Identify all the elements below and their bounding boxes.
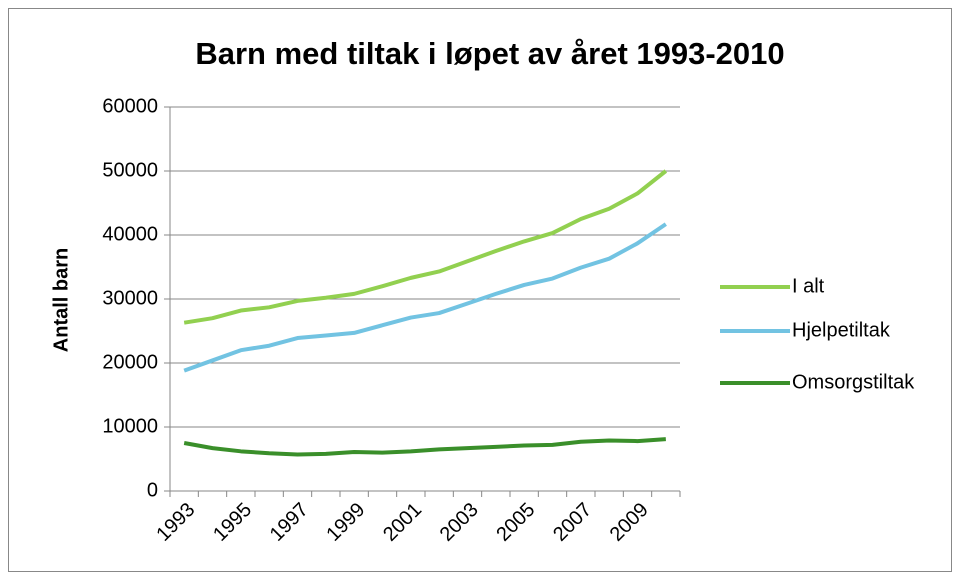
y-tick-label: 50000 (102, 159, 158, 181)
y-tick-label: 40000 (102, 223, 158, 245)
series-line (183, 222, 667, 373)
y-tick-label: 10000 (102, 415, 158, 437)
series-line (183, 169, 668, 325)
y-tick-label: 60000 (102, 95, 158, 117)
y-axis-label: Antall barn (50, 248, 72, 352)
legend-label: Omsorgstiltak (792, 371, 915, 393)
y-tick-label: 20000 (102, 351, 158, 373)
series-line (183, 437, 666, 457)
legend-label: I alt (792, 275, 825, 297)
legend-label: Hjelpetiltak (792, 319, 891, 341)
chart-title: Barn med tiltak i løpet av året 1993-201… (195, 36, 784, 71)
y-tick-label: 30000 (102, 287, 158, 309)
chart-border (8, 8, 952, 572)
y-tick-label: 0 (147, 479, 158, 501)
